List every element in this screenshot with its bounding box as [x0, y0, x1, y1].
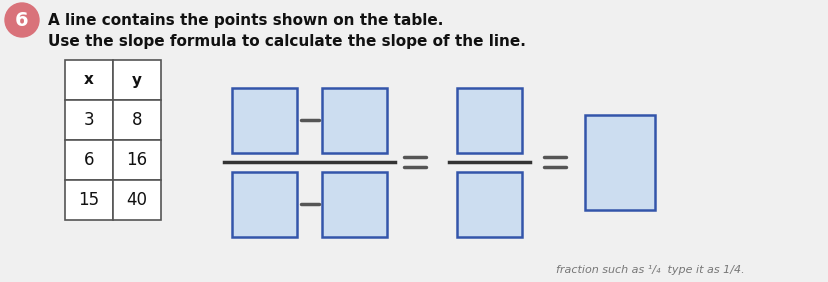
Text: 8: 8 — [132, 111, 142, 129]
Bar — [322, 87, 387, 153]
Text: 6: 6 — [15, 10, 29, 30]
Bar — [457, 171, 522, 237]
Bar — [457, 87, 522, 153]
Bar — [65, 100, 113, 140]
Text: 3: 3 — [84, 111, 94, 129]
Bar — [65, 60, 113, 100]
Text: 6: 6 — [84, 151, 94, 169]
Bar — [232, 87, 297, 153]
Text: Use the slope formula to calculate the slope of the line.: Use the slope formula to calculate the s… — [48, 34, 525, 49]
Bar — [113, 140, 161, 180]
Text: x: x — [84, 72, 94, 87]
Text: 15: 15 — [79, 191, 99, 209]
Bar — [322, 171, 387, 237]
Text: A line contains the points shown on the table.: A line contains the points shown on the … — [48, 13, 443, 28]
Bar — [113, 180, 161, 220]
Text: fraction such as ¹/₄  type it as 1/4.: fraction such as ¹/₄ type it as 1/4. — [555, 265, 744, 275]
Bar — [65, 140, 113, 180]
Bar — [113, 60, 161, 100]
Text: y: y — [132, 72, 142, 87]
Bar — [232, 171, 297, 237]
Text: 40: 40 — [127, 191, 147, 209]
Bar — [65, 180, 113, 220]
Bar — [585, 114, 654, 210]
Text: 16: 16 — [127, 151, 147, 169]
Circle shape — [5, 3, 39, 37]
Bar — [113, 100, 161, 140]
